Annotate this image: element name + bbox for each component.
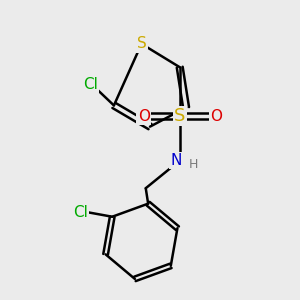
Text: Cl: Cl	[73, 205, 88, 220]
Text: N: N	[171, 153, 182, 168]
Text: H: H	[189, 158, 198, 170]
Text: O: O	[210, 109, 222, 124]
Text: Cl: Cl	[83, 77, 98, 92]
Text: S: S	[174, 107, 185, 125]
Text: S: S	[136, 36, 146, 51]
Text: O: O	[138, 109, 150, 124]
